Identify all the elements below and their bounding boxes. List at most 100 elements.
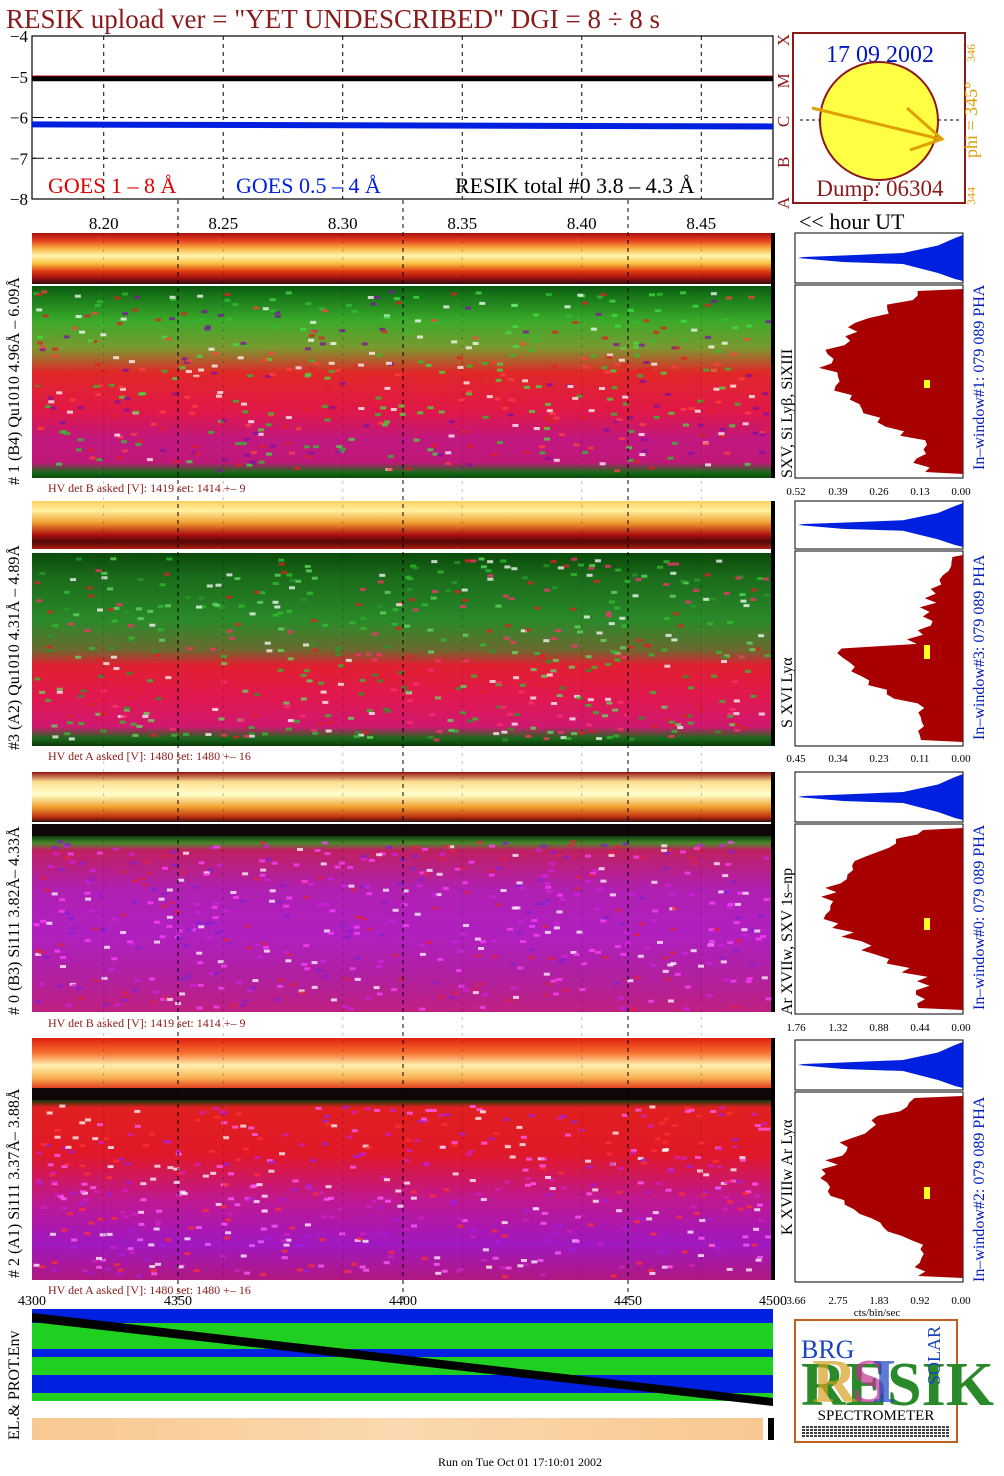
spectrogram-speckle [648, 653, 655, 657]
spectrogram-speckle [523, 451, 530, 455]
spectrogram-speckle [512, 303, 519, 307]
spectrogram-speckle [605, 1141, 612, 1145]
spectrogram-speckle [454, 867, 461, 871]
spectrogram-speckle [407, 577, 414, 581]
spectrogram-speckle [218, 717, 225, 721]
spectrogram-speckle [367, 296, 374, 299]
spectrogram-speckle [546, 1238, 553, 1242]
spectrogram-speckle [214, 604, 221, 608]
spectrogram-speckle [427, 628, 434, 632]
spectrogram-speckle [310, 330, 317, 334]
spectrogram-speckle [416, 884, 423, 888]
spectrogram-speckle [375, 965, 382, 969]
spectrogram-speckle [165, 604, 171, 608]
spectrogram-speckle [257, 1240, 264, 1244]
spectrogram-speckle [185, 370, 192, 373]
spectrogram-speckle [667, 999, 674, 1003]
spectrogram-speckle [372, 673, 378, 677]
spectrogram-speckle [707, 410, 713, 414]
spectrogram-speckle [715, 665, 722, 669]
spectrogram-speckle [603, 428, 610, 432]
spectrogram-speckle [171, 863, 178, 867]
spectrogram-speckle [275, 1207, 282, 1211]
spectrogram-speckle [568, 665, 575, 669]
spectrogram-speckle [193, 1269, 200, 1273]
spectrogram-speckle [523, 1209, 530, 1213]
spectrogram-speckle [97, 608, 103, 612]
pha-tick-label: 1.83 [869, 1295, 889, 1307]
spectrogram-speckle [81, 1269, 88, 1272]
spectrogram-speckle [566, 1229, 573, 1233]
spectrogram-speckle [248, 734, 255, 738]
spectrogram-speckle [619, 437, 626, 441]
spectrogram-speckle [413, 682, 420, 686]
spectrogram-speckle [623, 713, 630, 717]
det0-label: # 0 (B3) Si111 3.82Å– 4.33Å [5, 826, 23, 1015]
spectrogram-speckle [460, 932, 467, 936]
spectrogram-speckle [234, 1203, 241, 1207]
logo-fineprint [802, 1426, 950, 1437]
spectrogram-speckle [742, 1192, 749, 1196]
spectrogram-speckle [321, 974, 328, 978]
spectrogram-speckle [256, 1183, 263, 1187]
spectrogram-speckle [558, 433, 565, 437]
time-tick-label: 8.45 [686, 214, 716, 233]
spectrogram-speckle [202, 1174, 209, 1178]
spectrogram-speckle [637, 1156, 644, 1160]
spectrogram-speckle [528, 1114, 535, 1118]
spectrogram-speckle [404, 624, 411, 628]
spectrogram-speckle [360, 885, 367, 888]
spectrogram-speckle [480, 643, 487, 647]
spectrogram-speckle [440, 638, 447, 642]
spectrogram-speckle [126, 696, 133, 700]
spectrogram-speckle [745, 980, 752, 984]
spectrogram-speckle [129, 1251, 136, 1255]
spectrogram-speckle [100, 729, 107, 733]
spectrogram-speckle [698, 616, 705, 620]
spectrogram-speckle [709, 597, 716, 601]
spectrogram-speckle [312, 648, 319, 652]
spectrogram-speckle [671, 638, 678, 642]
spectrogram-speckle [214, 845, 220, 849]
spectrogram-speckle [301, 880, 308, 883]
spectrogram-speckle [225, 317, 232, 321]
spectrogram-speckle [638, 896, 645, 900]
spectrogram-speckle [426, 940, 433, 944]
spectrogram-speckle [553, 416, 560, 420]
spectrogram-speckle [603, 916, 609, 920]
spectrogram-speckle [135, 688, 142, 692]
spectrogram-speckle [633, 855, 640, 859]
spectrogram-speckle [232, 303, 239, 307]
spectrogram-speckle [596, 737, 602, 741]
spectrogram-speckle [713, 387, 720, 391]
det0-lines: Ar XVIIw, SXV 1s–np [779, 868, 796, 1015]
spectrogram-speckle [110, 557, 117, 561]
spectrogram-speckle [293, 863, 300, 867]
spectrogram-speckle [496, 368, 503, 372]
spectrogram-speckle [605, 614, 612, 618]
spectrogram-speckle [358, 692, 365, 696]
spectrogram-speckle [614, 363, 621, 367]
spectrogram-speckle [602, 714, 608, 718]
spectrogram-speckle [283, 904, 290, 908]
spectrogram-speckle [141, 883, 148, 887]
spectrogram-speckle [153, 990, 160, 994]
spectrogram-speckle [368, 712, 375, 715]
spectrogram-speckle [500, 559, 507, 563]
spectrogram-speckle [119, 720, 126, 724]
spectrogram-speckle [148, 1243, 155, 1247]
spectrogram-speckle [488, 873, 495, 877]
spectrogram-speckle [759, 433, 766, 437]
spectrogram-speckle [697, 423, 704, 427]
spectrogram-speckle [482, 1248, 489, 1252]
spectrogram-speckle [577, 293, 584, 297]
spectrogram-speckle [177, 1265, 184, 1269]
spectrogram-speckle [739, 593, 746, 597]
spectrogram-speckle [548, 1178, 555, 1182]
spectrogram-speckle [169, 727, 176, 731]
spectrogram-speckle [215, 1203, 222, 1206]
spectrogram-speckle [555, 853, 562, 857]
spectrogram-speckle [633, 460, 640, 463]
spectrogram-speckle [221, 458, 228, 462]
